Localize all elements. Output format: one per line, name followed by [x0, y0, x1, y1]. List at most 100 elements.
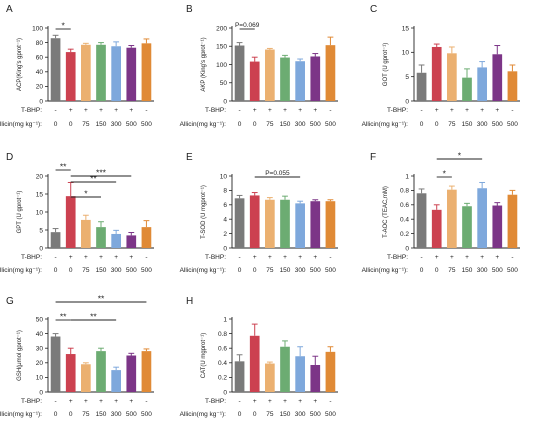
bar — [280, 346, 290, 392]
y-axis-label: T-AOC (TEAC,mM) — [383, 186, 389, 238]
allicin-cell: 0 — [54, 267, 58, 274]
allicin-cell: 150 — [462, 267, 473, 274]
tbhp-cell: + — [480, 254, 484, 261]
allicin-row-label: Allicin(mg kg⁻¹): — [0, 411, 42, 418]
allicin-cell: 500 — [325, 121, 336, 128]
tbhp-cell: + — [69, 107, 73, 114]
tbhp-cell: + — [99, 398, 103, 405]
bar — [492, 54, 503, 101]
significance-label: * — [443, 169, 447, 179]
allicin-cell: 300 — [295, 411, 306, 418]
bar — [96, 227, 106, 248]
allicin-cell: 500 — [310, 267, 321, 274]
y-tick-label: 1 — [405, 173, 409, 180]
y-tick-label: 1 — [223, 316, 227, 323]
allicin-row-label: Allicin(mg kg⁻¹): — [180, 267, 227, 274]
bar — [416, 72, 427, 101]
tbhp-cell: + — [129, 107, 133, 114]
bar — [310, 364, 321, 392]
y-tick-label: 0 — [223, 245, 227, 252]
tbhp-row-label: T-BHP: — [21, 107, 42, 114]
allicin-cell: 0 — [253, 267, 257, 274]
tbhp-cell: + — [298, 107, 302, 114]
y-tick-label: 15 — [36, 191, 44, 198]
bar — [234, 361, 245, 392]
significance-label: ** — [98, 294, 105, 304]
y-axis-label: GSH(μmol gprot⁻¹) — [17, 330, 23, 381]
allicin-cell: 300 — [477, 267, 488, 274]
y-tick-label: 20 — [36, 360, 44, 367]
allicin-cell: 300 — [111, 411, 122, 418]
allicin-cell: 500 — [141, 121, 152, 128]
tbhp-cell: + — [465, 107, 469, 114]
tbhp-cell: + — [268, 398, 272, 405]
tbhp-cell: + — [114, 254, 118, 261]
bar — [141, 43, 152, 101]
allicin-cell: 75 — [266, 267, 274, 274]
allicin-cell: 0 — [435, 267, 439, 274]
allicin-cell: 75 — [266, 411, 274, 418]
panel-letter: G — [6, 296, 14, 307]
panel-f: F 0 0.2 0.4 0.6 0.8 1 T-AOC (TEAC,mM) * * T-BHP: Al… — [362, 151, 520, 274]
allicin-cell: 500 — [492, 267, 503, 274]
tbhp-cell: + — [253, 254, 257, 261]
tbhp-cell: + — [99, 107, 103, 114]
allicin-cell: 500 — [141, 267, 152, 274]
significance-label: ** — [90, 174, 97, 184]
tbhp-cell: - — [511, 254, 513, 261]
bar — [265, 363, 275, 392]
allicin-cell: 150 — [280, 411, 291, 418]
bar — [249, 61, 260, 101]
allicin-cell: 75 — [82, 411, 90, 418]
y-tick-label: 80 — [36, 40, 44, 47]
y-tick-label: 30 — [36, 346, 44, 353]
significance-label: ** — [90, 312, 97, 322]
allicin-cell: 300 — [477, 121, 488, 128]
tbhp-cell: - — [238, 398, 240, 405]
y-tick-label: 0.8 — [400, 188, 409, 195]
bar — [81, 364, 91, 392]
allicin-cell: 75 — [82, 121, 90, 128]
significance-label: P=0.055 — [265, 170, 290, 177]
y-tick-label: 0.2 — [218, 375, 227, 382]
bar — [507, 71, 518, 101]
tbhp-row-label: T-BHP: — [387, 107, 408, 114]
y-tick-label: 5 — [405, 74, 409, 81]
y-tick-label: 20 — [36, 173, 44, 180]
tbhp-cell: - — [54, 107, 56, 114]
allicin-row-label: Allicin(mg kg⁻¹): — [0, 121, 42, 128]
bar — [141, 227, 152, 248]
panel-b: B 0 50 100 150 200 AKP (King's gprot⁻¹) P=0.069… — [180, 4, 338, 128]
tbhp-cell: + — [253, 107, 257, 114]
bar — [295, 203, 305, 248]
allicin-row-label: Allicin(mg kg⁻¹): — [362, 267, 409, 274]
panel-letter: A — [6, 4, 13, 15]
tbhp-row-label: T-BHP: — [205, 398, 226, 405]
y-tick-label: 2 — [223, 231, 227, 238]
y-axis-label: CAT(U mgprot⁻¹) — [201, 333, 207, 378]
tbhp-cell: - — [420, 254, 422, 261]
significance-label: ** — [60, 162, 67, 172]
y-tick-label: 60 — [36, 55, 44, 62]
bar — [65, 196, 76, 248]
allicin-cell: 150 — [96, 121, 107, 128]
allicin-cell: 300 — [111, 121, 122, 128]
tbhp-cell: + — [480, 107, 484, 114]
bar — [65, 354, 76, 392]
y-tick-label: 0.4 — [400, 217, 409, 224]
bar — [310, 56, 321, 101]
bar — [295, 356, 305, 392]
allicin-cell: 0 — [420, 121, 424, 128]
y-tick-label: 10 — [36, 375, 44, 382]
allicin-cell: 0 — [238, 267, 242, 274]
tbhp-row-label: T-BHP: — [205, 107, 226, 114]
bar — [492, 205, 503, 248]
bar — [141, 351, 152, 392]
bar — [477, 188, 487, 248]
y-tick-label: 0 — [405, 245, 409, 252]
y-axis-label: AKP (King's gprot⁻¹) — [201, 37, 207, 91]
bar — [126, 47, 137, 101]
tbhp-cell: + — [465, 254, 469, 261]
